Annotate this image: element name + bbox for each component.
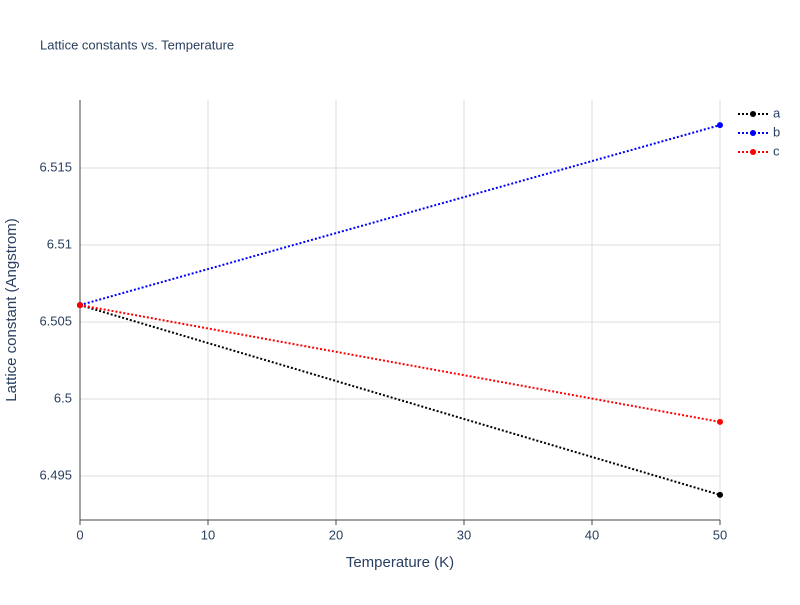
x-tick-label: 10 bbox=[201, 527, 215, 542]
y-tick-label: 6.495 bbox=[39, 467, 72, 482]
legend-label: b bbox=[773, 124, 780, 139]
data-point bbox=[717, 418, 723, 425]
legend-label: c bbox=[773, 143, 780, 158]
y-tick-label: 6.515 bbox=[39, 159, 72, 174]
series-line bbox=[79, 304, 721, 496]
y-tick-label: 6.5 bbox=[54, 390, 72, 405]
data-point bbox=[77, 302, 83, 309]
legend-label: a bbox=[773, 105, 781, 120]
series-line bbox=[79, 304, 721, 423]
x-tick-label: 40 bbox=[585, 527, 599, 542]
y-tick-label: 6.51 bbox=[47, 236, 72, 251]
x-tick-label: 30 bbox=[457, 527, 471, 542]
data-point bbox=[717, 122, 723, 129]
y-tick-label: 6.505 bbox=[39, 313, 72, 328]
legend-marker bbox=[750, 130, 756, 136]
x-tick-label: 50 bbox=[713, 527, 727, 542]
x-tick-label: 0 bbox=[76, 527, 83, 542]
series-line bbox=[79, 124, 721, 307]
legend-marker bbox=[750, 111, 756, 117]
legend-marker bbox=[750, 149, 756, 155]
x-axis-title: Temperature (K) bbox=[346, 554, 454, 571]
chart-title: Lattice constants vs. Temperature bbox=[40, 37, 234, 52]
x-tick-label: 20 bbox=[329, 527, 343, 542]
y-axis-title: Lattice constant (Angstrom) bbox=[3, 218, 20, 401]
data-point bbox=[717, 491, 723, 498]
